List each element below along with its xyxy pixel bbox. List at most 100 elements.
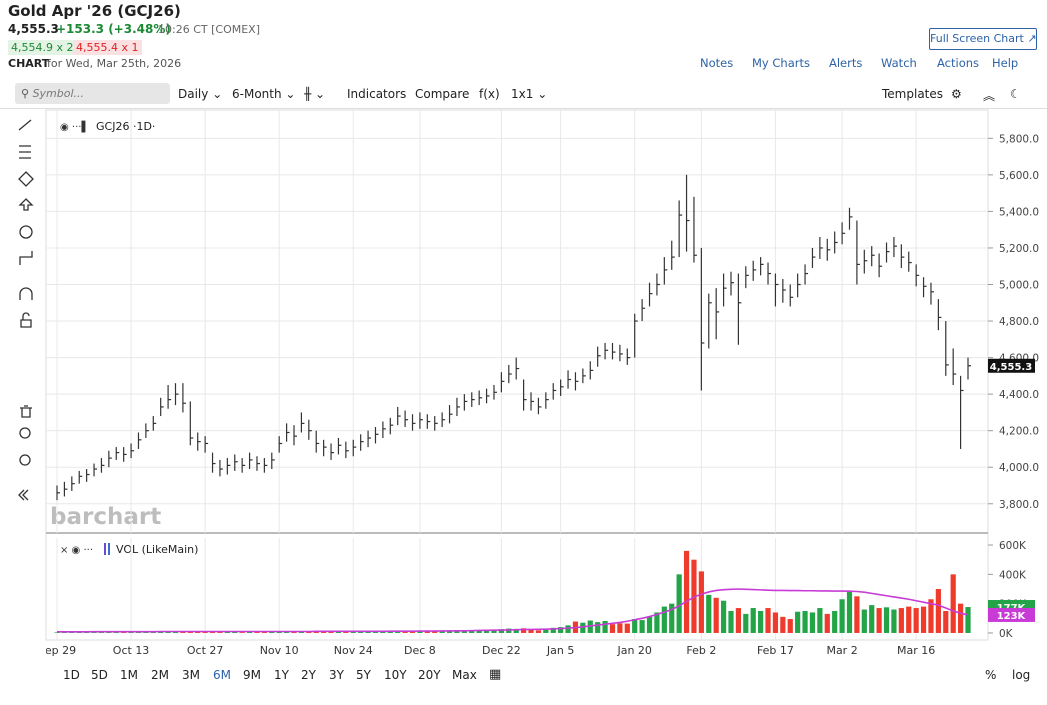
bar-type-dropdown[interactable]: ╫ ⌄ — [304, 87, 326, 101]
period-button[interactable]: 5D — [91, 668, 108, 682]
full-screen-button[interactable]: Full Screen Chart ↗ — [929, 28, 1037, 50]
symbol-search[interactable]: ⚲ Symbol... — [15, 83, 170, 104]
tool-collapse[interactable] — [18, 489, 29, 501]
chart-label: CHART — [8, 57, 50, 70]
volume-bar — [713, 597, 719, 633]
y-tick-label: 4,400.0 — [999, 389, 1039, 401]
tool-lock[interactable] — [20, 312, 32, 328]
header-link[interactable]: Help — [992, 56, 1019, 70]
volume-bar — [639, 620, 645, 633]
x-tick-label: Mar 2 — [826, 644, 857, 657]
volume-bar — [861, 609, 867, 633]
tool-line[interactable] — [18, 119, 32, 131]
volume-bar — [291, 631, 297, 633]
chart: barchart GCJ26 ·1D· VOL (LikeMain) ◉ ···… — [18, 109, 1039, 657]
plot-frame — [45, 109, 989, 641]
volume-bar — [343, 631, 349, 633]
volume-ma-line — [57, 588, 969, 633]
header-link[interactable]: Watch — [881, 56, 917, 70]
price-legend: GCJ26 ·1D· — [96, 120, 155, 133]
period-button[interactable]: 2Y — [301, 668, 316, 682]
tool-delete[interactable] — [20, 405, 32, 418]
watermark: barchart — [50, 504, 161, 530]
indicators-button[interactable]: Indicators — [347, 87, 407, 101]
bid: 4,554.9 x 2 — [8, 40, 77, 55]
volume-bar — [543, 629, 549, 633]
toolbar-divider — [0, 108, 1047, 109]
interval-dropdown[interactable]: Daily ⌄ — [178, 87, 223, 101]
settings-button[interactable]: ⚙ — [951, 87, 962, 101]
ask: 4,555.4 x 1 — [73, 40, 142, 55]
volume-bar — [321, 631, 327, 633]
tool-shape[interactable] — [18, 171, 34, 187]
header-link[interactable]: Alerts — [829, 56, 863, 70]
volume-bar — [550, 627, 556, 633]
tool-zoom-in[interactable] — [19, 427, 31, 439]
volume-legend-swatch — [108, 543, 110, 555]
period-button[interactable]: 9M — [243, 668, 261, 682]
period-button[interactable]: 1M — [120, 668, 138, 682]
legend-icons[interactable]: ◉ ···▌ — [60, 120, 89, 133]
tool-zoom-out[interactable] — [19, 454, 31, 466]
volume-bar — [476, 630, 482, 633]
period-button[interactable]: Max — [452, 668, 477, 682]
volume-bar — [61, 632, 68, 633]
legend-icons[interactable]: × ◉ ··· — [60, 545, 93, 556]
volume-bar — [654, 612, 660, 633]
period-button[interactable]: 5Y — [356, 668, 371, 682]
last-value-tag — [988, 607, 1035, 622]
volume-bar — [802, 610, 808, 633]
y-tick-label: 5,400.0 — [999, 206, 1039, 218]
x-tick-label: Nov 10 — [260, 644, 299, 657]
header-link[interactable]: Actions — [937, 56, 980, 70]
templates-button[interactable]: Templates — [882, 87, 944, 101]
volume-bar — [239, 632, 245, 633]
last-value-tag — [988, 358, 1035, 373]
range-dropdown[interactable]: 6-Month ⌄ — [232, 87, 296, 101]
period-button[interactable]: 20Y — [418, 668, 441, 682]
period-button[interactable]: 10Y — [384, 668, 407, 682]
volume-bar — [913, 608, 919, 633]
volume-bar — [121, 631, 127, 633]
period-button[interactable]: 2M — [151, 668, 169, 682]
layout-dropdown[interactable]: 1x1 ⌄ — [511, 87, 548, 101]
compare-button[interactable]: Compare — [415, 87, 470, 101]
period-button[interactable]: 1Y — [274, 668, 289, 682]
instrument-title: Gold Apr '26 (GCJ26) — [8, 2, 181, 20]
scale-button[interactable]: % — [985, 668, 997, 682]
volume-bar — [698, 571, 704, 633]
volume-bar — [98, 631, 105, 633]
volume-bar — [950, 574, 956, 633]
header-link[interactable]: Notes — [700, 56, 734, 70]
period-button[interactable]: 6M — [213, 668, 231, 682]
collapse-button[interactable]: ︽ — [983, 89, 996, 103]
tool-arrow[interactable] — [18, 198, 34, 211]
volume-bar — [735, 608, 741, 633]
price-change: +153.3 (+3.48%) — [56, 22, 171, 36]
volume-bar — [832, 610, 838, 633]
tool-path[interactable] — [19, 251, 33, 265]
tool-note[interactable] — [19, 225, 33, 239]
volume-bar — [720, 600, 727, 633]
volume-bar — [891, 609, 897, 633]
volume-bar — [365, 631, 371, 633]
period-button[interactable]: 1D — [63, 668, 80, 682]
volume-bar — [683, 550, 690, 633]
theme-button[interactable]: ☾ — [1010, 87, 1021, 101]
volume-bar — [595, 622, 601, 633]
volume-bar — [839, 599, 845, 633]
date-picker[interactable]: ▦ — [489, 667, 502, 682]
tool-magnet[interactable] — [19, 287, 33, 300]
fx-button[interactable]: f(x) — [479, 87, 500, 101]
volume-bar — [743, 613, 749, 633]
volume-bar — [565, 625, 571, 633]
tool-fib[interactable] — [19, 145, 31, 159]
volume-bar — [943, 610, 949, 633]
scale-button[interactable]: log — [1012, 668, 1031, 682]
volume-bar — [328, 631, 334, 633]
volume-bar — [454, 630, 460, 633]
y-tick-label: 4,000.0 — [999, 462, 1039, 474]
header-link[interactable]: My Charts — [752, 56, 810, 70]
period-button[interactable]: 3M — [182, 668, 200, 682]
period-button[interactable]: 3Y — [329, 668, 344, 682]
